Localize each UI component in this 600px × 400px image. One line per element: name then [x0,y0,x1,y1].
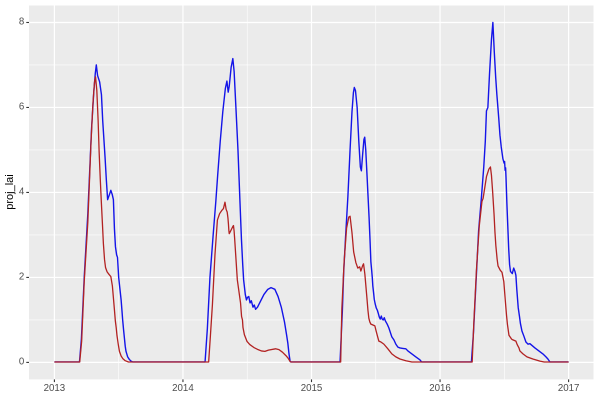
axis-tick-marks [26,21,570,383]
y-tick-label-6: 6 [18,101,25,113]
x-tick-label-2014: 2014 [172,382,194,394]
y-axis-title: proj_lai [3,174,16,211]
projected-lai-red-line [54,76,569,363]
y-tick-label-4: 4 [18,186,25,198]
projected-lai-blue-line [54,21,569,363]
y-tick-label-2: 2 [18,271,25,283]
y-tick-label-0: 0 [18,356,25,368]
series-lines [54,21,569,363]
x-tick-label-2013: 2013 [43,382,66,394]
y-tick-label-8: 8 [18,16,25,28]
x-tick-label-2015: 2015 [300,382,323,394]
x-tick-label-2017: 2017 [557,382,580,394]
x-tick-label-2016: 2016 [429,382,451,394]
